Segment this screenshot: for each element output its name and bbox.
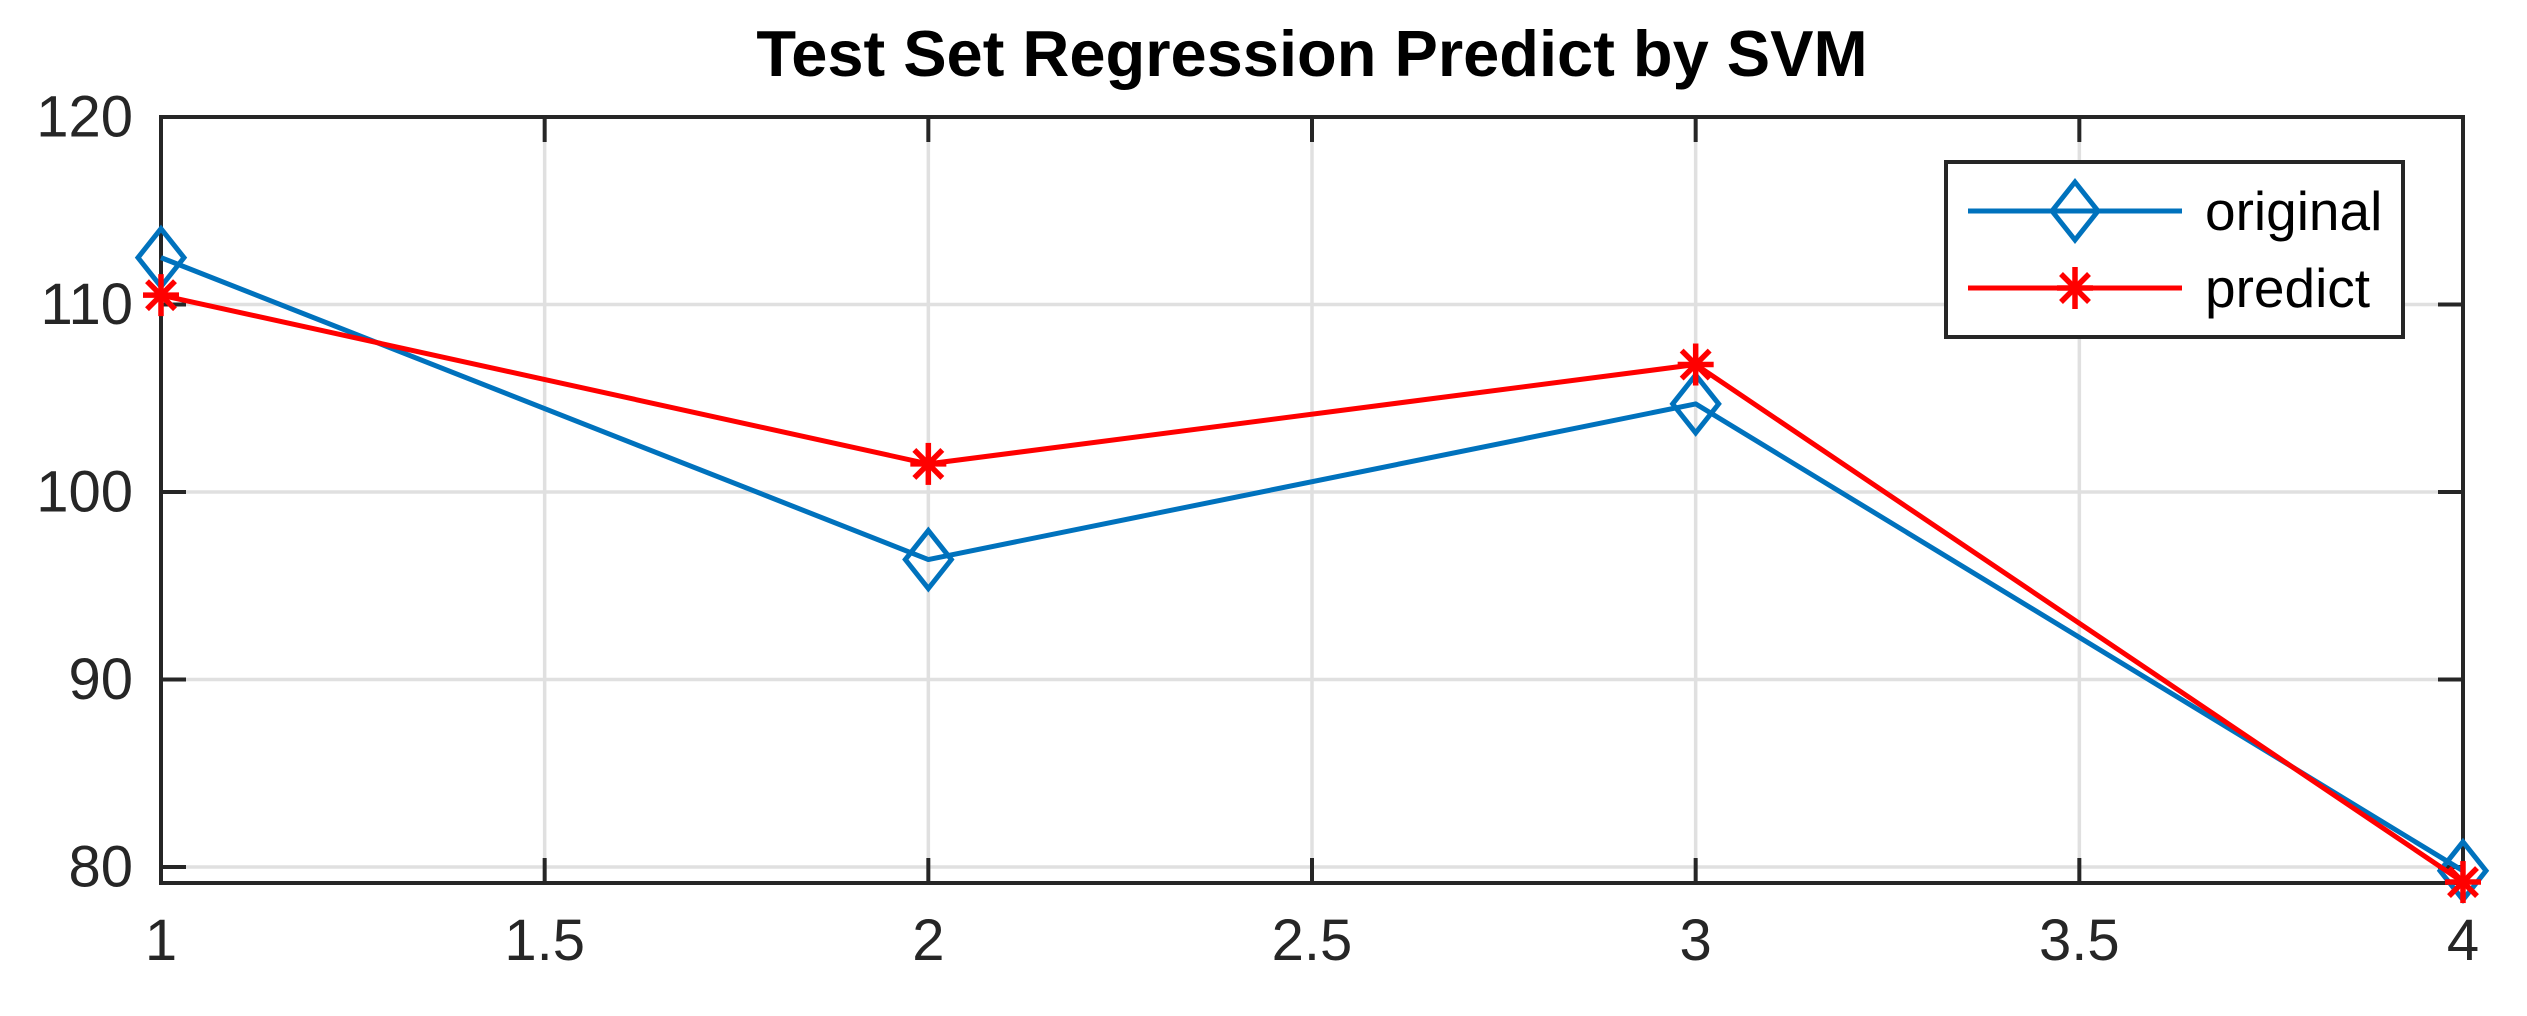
legend-label: original [2205, 180, 2382, 242]
series-line-original [160, 255, 2465, 873]
x-tick-label: 3 [1680, 908, 1712, 973]
marker-original-3 [1669, 370, 1722, 437]
legend-marker-diamond [2048, 177, 2102, 245]
marker-predict-3 [1677, 343, 1714, 386]
marker-predict-1 [143, 274, 179, 317]
x-tick-label: 2.5 [1272, 908, 1353, 973]
marker-predict-4 [2445, 861, 2481, 904]
legend-label: predict [2205, 257, 2370, 319]
y-tick-label: 80 [68, 835, 133, 900]
legend: original predict [1944, 160, 2405, 339]
legend-box [1944, 160, 2405, 339]
legend-item-original: original [1968, 177, 2382, 245]
asterisk-spoke [145, 279, 177, 312]
marker-original-2 [902, 526, 955, 593]
asterisk-spoke [2447, 866, 2479, 899]
marker-predict-2 [910, 442, 947, 485]
y-tick-label: 90 [68, 647, 133, 712]
asterisk-spoke [912, 447, 945, 480]
series-layer [134, 224, 2490, 904]
x-tick-label: 2 [912, 908, 944, 973]
x-tick-label: 3.5 [2039, 908, 2120, 973]
y-tick-label: 120 [36, 85, 133, 150]
legend-item-predict: predict [1968, 257, 2370, 319]
x-tick-label: 1.5 [504, 908, 585, 973]
x-tick-label: 4 [2447, 908, 2479, 973]
y-tick-label: 100 [36, 460, 133, 525]
legend-marker-asterisk [2057, 267, 2093, 309]
asterisk-spoke [1679, 348, 1712, 381]
series-line-predict [160, 292, 2465, 885]
x-tick-label: 1 [145, 908, 177, 973]
y-tick-label: 110 [41, 272, 133, 337]
asterisk-spoke [2059, 272, 2091, 304]
tick-label-layer: 1 1.5 2 2.5 3 3.5 4 80 90 100 110 120 [36, 85, 2479, 974]
chart-title: Test Set Regression Predict by SVM [756, 17, 1867, 90]
